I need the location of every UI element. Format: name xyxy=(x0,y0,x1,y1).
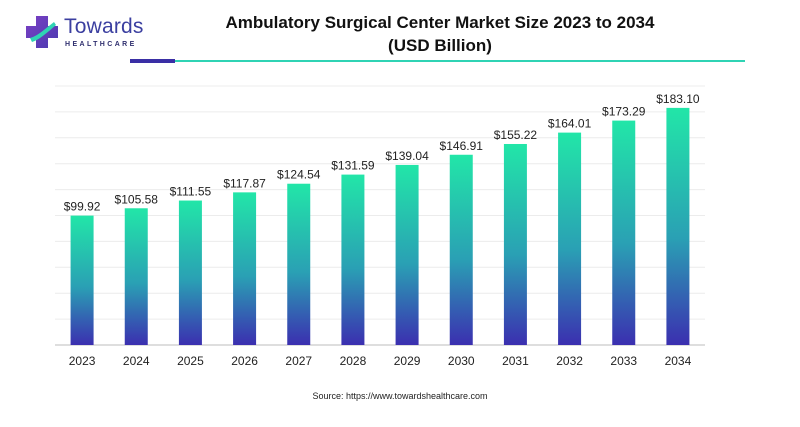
x-tick-label-2033: 2033 xyxy=(610,354,637,368)
title-underline xyxy=(175,60,745,62)
chart-subtitle: (USD Billion) xyxy=(388,36,492,55)
x-tick-label-2028: 2028 xyxy=(340,354,367,368)
value-label-2031: $155.22 xyxy=(494,128,538,142)
bar-2032 xyxy=(558,132,582,345)
x-tick-label-2024: 2024 xyxy=(123,354,150,368)
brand-name: Towards xyxy=(64,15,144,38)
bar-2033 xyxy=(612,120,636,345)
bar-2029 xyxy=(395,164,419,345)
x-tick-label-2032: 2032 xyxy=(556,354,583,368)
brand-logo: Towards HEALTHCARE xyxy=(24,14,149,50)
x-tick-label-2027: 2027 xyxy=(285,354,312,368)
x-tick-label-2026: 2026 xyxy=(231,354,258,368)
value-label-2033: $173.29 xyxy=(602,105,646,119)
bar-2030 xyxy=(449,154,473,345)
title-underline-accent xyxy=(130,59,175,63)
x-tick-label-2031: 2031 xyxy=(502,354,529,368)
cross-plus-icon xyxy=(26,16,58,48)
x-tick-label-2025: 2025 xyxy=(177,354,204,368)
source-note: Source: https://www.towardshealthcare.co… xyxy=(312,391,488,401)
bar-2031 xyxy=(503,143,527,345)
value-label-2023: $99.92 xyxy=(64,200,101,214)
value-label-2028: $131.59 xyxy=(331,159,375,173)
bar-2025 xyxy=(178,200,202,345)
x-tick-label-2023: 2023 xyxy=(69,354,96,368)
value-label-2032: $164.01 xyxy=(548,117,592,131)
bar-2034 xyxy=(666,107,690,345)
bar-2026 xyxy=(233,192,257,345)
x-tick-label-2030: 2030 xyxy=(448,354,475,368)
bar-2027 xyxy=(287,183,311,345)
value-label-2024: $105.58 xyxy=(115,192,159,206)
value-label-2027: $124.54 xyxy=(277,168,321,182)
value-label-2026: $117.87 xyxy=(223,176,266,190)
chart-title: Ambulatory Surgical Center Market Size 2… xyxy=(225,13,655,32)
value-label-2025: $111.55 xyxy=(170,185,212,199)
value-label-2029: $139.04 xyxy=(385,149,429,163)
x-tick-label-2034: 2034 xyxy=(665,354,692,368)
bar-2028 xyxy=(341,174,365,345)
value-label-2030: $146.91 xyxy=(440,139,484,153)
bar-2023 xyxy=(70,215,94,345)
brand-subtitle: HEALTHCARE xyxy=(65,41,137,48)
bar-2024 xyxy=(124,208,148,345)
x-tick-label-2029: 2029 xyxy=(394,354,421,368)
value-label-2034: $183.10 xyxy=(656,92,700,106)
